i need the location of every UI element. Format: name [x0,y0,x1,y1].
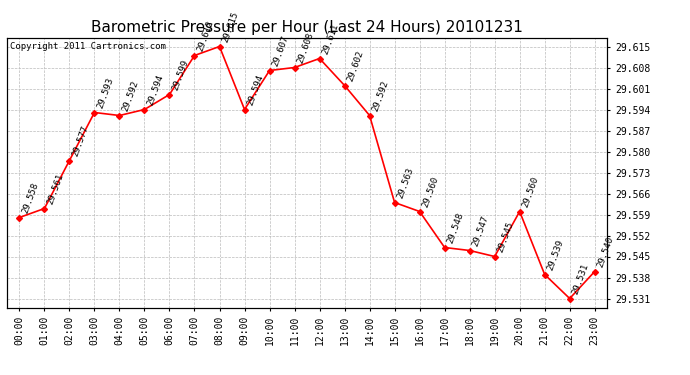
Text: 29.545: 29.545 [496,220,515,254]
Text: 29.599: 29.599 [171,58,190,92]
Text: 29.547: 29.547 [471,214,491,248]
Text: 29.540: 29.540 [596,236,615,269]
Text: 29.560: 29.560 [421,176,440,209]
Text: Copyright 2011 Cartronics.com: Copyright 2011 Cartronics.com [10,42,166,51]
Text: 29.531: 29.531 [571,262,591,296]
Text: 29.592: 29.592 [371,80,391,113]
Text: 29.602: 29.602 [346,50,366,83]
Text: 29.539: 29.539 [546,238,566,272]
Text: 29.577: 29.577 [71,124,90,158]
Text: 29.560: 29.560 [521,176,540,209]
Text: 29.548: 29.548 [446,211,466,245]
Text: 29.593: 29.593 [96,76,115,110]
Text: 29.558: 29.558 [21,182,40,215]
Text: 29.594: 29.594 [246,74,266,107]
Text: 29.612: 29.612 [196,20,215,53]
Text: 29.608: 29.608 [296,32,315,65]
Text: 29.611: 29.611 [321,22,340,56]
Title: Barometric Pressure per Hour (Last 24 Hours) 20101231: Barometric Pressure per Hour (Last 24 Ho… [91,20,523,35]
Text: 29.592: 29.592 [121,80,140,113]
Text: 29.607: 29.607 [271,34,290,68]
Text: 29.594: 29.594 [146,74,166,107]
Text: 29.615: 29.615 [221,10,240,44]
Text: 29.561: 29.561 [46,172,66,206]
Text: 29.563: 29.563 [396,166,415,200]
